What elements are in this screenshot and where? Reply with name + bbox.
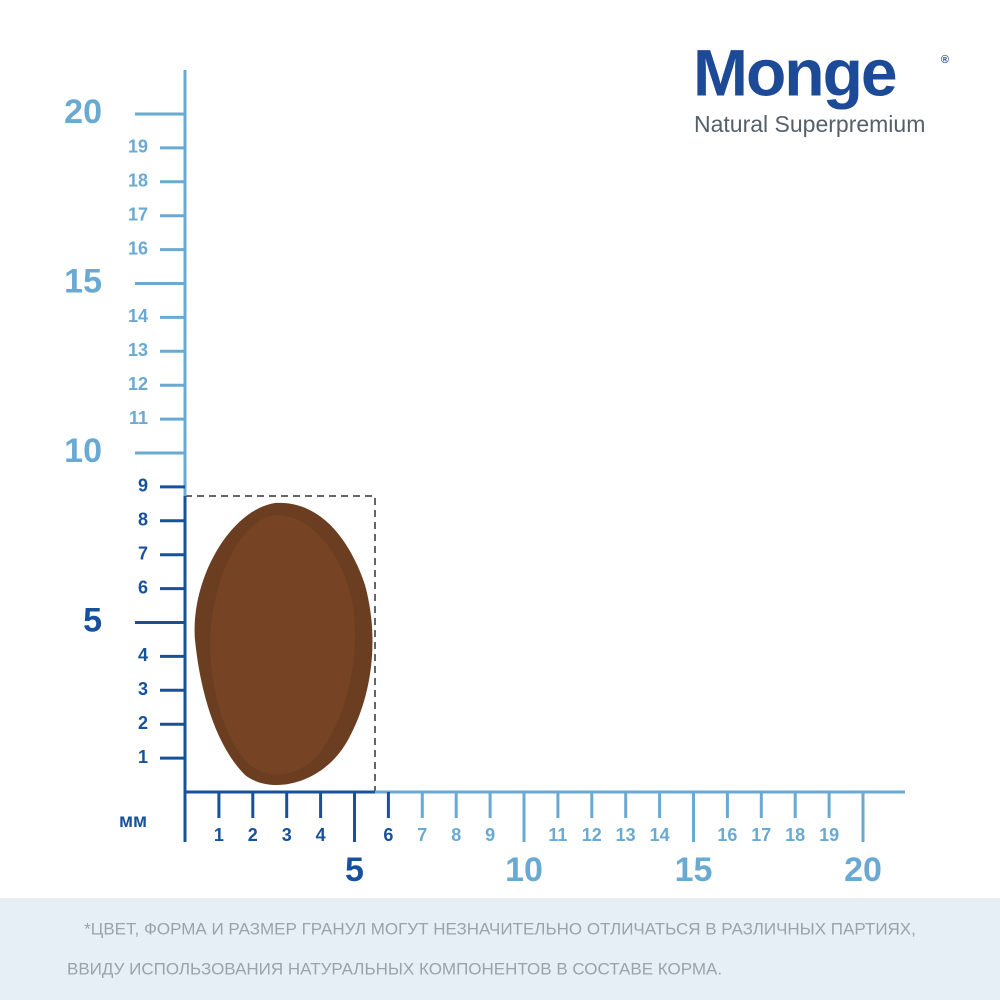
x-tick-label: 17 bbox=[751, 825, 771, 845]
x-tick-label: 15 bbox=[675, 851, 713, 889]
y-tick-label: 2 bbox=[138, 713, 148, 733]
y-tick-label: 10 bbox=[64, 432, 102, 470]
y-tick-label: 14 bbox=[128, 306, 148, 326]
size-box bbox=[185, 495, 376, 792]
x-tick-label: 8 bbox=[451, 825, 461, 845]
x-tick-label: 18 bbox=[785, 825, 805, 845]
footer-band bbox=[0, 898, 1000, 1000]
y-tick-label: 1 bbox=[138, 747, 148, 767]
logo-mark: ® bbox=[941, 54, 949, 66]
x-tick-label: 4 bbox=[316, 825, 326, 845]
kibble-texture bbox=[210, 515, 355, 775]
y-tick-label: 13 bbox=[128, 340, 148, 360]
logo-brand: Monge bbox=[693, 35, 896, 109]
x-tick-label: 1 bbox=[214, 825, 224, 845]
footnote-line: ВВИДУ ИСПОЛЬЗОВАНИЯ НАТУРАЛЬНЫХ КОМПОНЕН… bbox=[67, 959, 722, 978]
unit-label: мм bbox=[119, 811, 147, 832]
y-tick-label: 18 bbox=[128, 171, 148, 191]
x-tick-label: 13 bbox=[616, 825, 636, 845]
y-tick-label: 12 bbox=[128, 374, 148, 394]
y-tick-label: 15 bbox=[64, 262, 102, 300]
logo-tagline: Natural Superpremium bbox=[694, 111, 925, 137]
x-tick-label: 20 bbox=[844, 851, 882, 889]
y-tick-label: 3 bbox=[138, 679, 148, 699]
y-tick-label: 4 bbox=[138, 645, 148, 665]
x-tick-label: 3 bbox=[282, 825, 292, 845]
x-tick-label: 14 bbox=[650, 825, 670, 845]
x-tick-label: 16 bbox=[717, 825, 737, 845]
x-tick-label: 5 bbox=[345, 851, 364, 889]
x-tick-label: 7 bbox=[417, 825, 427, 845]
y-tick-label: 19 bbox=[128, 137, 148, 157]
x-tick-label: 2 bbox=[248, 825, 258, 845]
x-tick-label: 12 bbox=[582, 825, 602, 845]
y-tick-label: 17 bbox=[128, 204, 148, 224]
x-tick-label: 9 bbox=[485, 825, 495, 845]
x-tick-label: 6 bbox=[383, 825, 393, 845]
x-tick-label: 11 bbox=[548, 825, 567, 845]
y-tick-label: 7 bbox=[138, 543, 148, 563]
y-tick-label: 6 bbox=[138, 577, 148, 597]
x-tick-label: 10 bbox=[505, 851, 543, 889]
y-tick-label: 5 bbox=[83, 601, 102, 639]
footnote-line: *ЦВЕТ, ФОРМА И РАЗМЕР ГРАНУЛ МОГУТ НЕЗНА… bbox=[84, 919, 916, 938]
y-tick-label: 20 bbox=[64, 93, 102, 131]
y-tick-label: 16 bbox=[128, 238, 148, 258]
x-tick-label: 19 bbox=[819, 825, 839, 845]
y-tick-label: 9 bbox=[138, 476, 148, 496]
y-tick-label: 11 bbox=[129, 408, 148, 428]
y-tick-label: 8 bbox=[138, 510, 148, 530]
